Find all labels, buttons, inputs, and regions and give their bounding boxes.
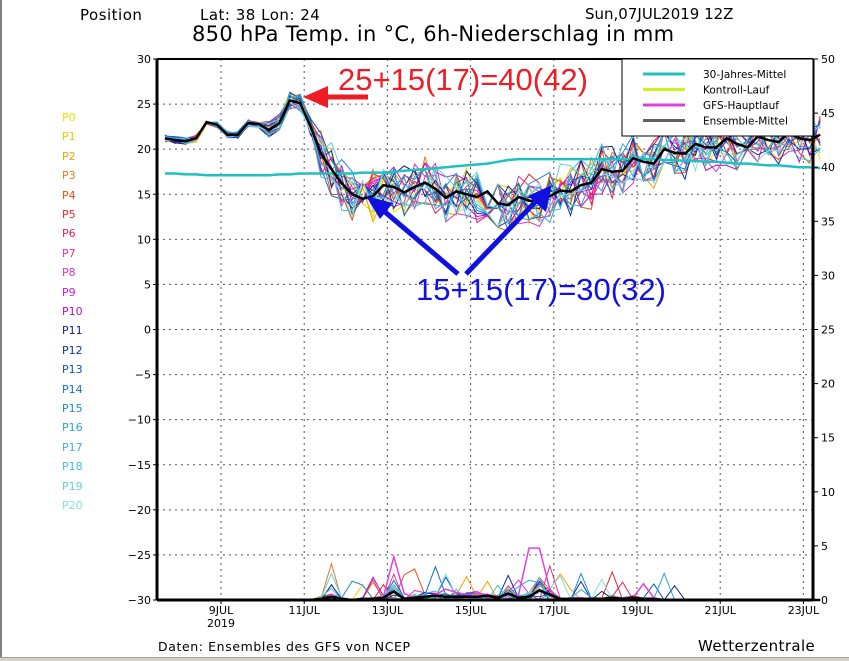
ensemble-member-line <box>164 106 821 223</box>
y-right-tick-label: 40 <box>821 161 835 174</box>
y-left-tick-label: 15 <box>137 188 151 201</box>
y-left-tick-label: −15 <box>128 459 151 472</box>
member-label: P1 <box>62 130 76 144</box>
y-right-tick-label: 25 <box>821 324 835 337</box>
y-right-tick-label: 45 <box>821 107 835 120</box>
position-label: Position <box>80 6 143 24</box>
blue-arrow-right-shaft <box>464 195 542 276</box>
member-label: P9 <box>62 285 76 299</box>
y-left-tick-label: −20 <box>128 504 151 517</box>
member-label: P17 <box>62 440 83 454</box>
member-label: P12 <box>62 343 83 357</box>
window-bottom-border <box>0 657 849 661</box>
legend-label: Kontroll-Lauf <box>703 85 770 97</box>
member-label: P10 <box>62 305 83 318</box>
y-left-tick-label: 5 <box>144 278 151 291</box>
window-edge <box>0 0 2 660</box>
main-series <box>164 99 821 602</box>
member-label: P3 <box>62 169 76 183</box>
member-label: P15 <box>62 402 83 415</box>
axes: 302520151050−5−10−15−20−25−3050454035302… <box>128 53 835 630</box>
annotation-red: 25+15(17)=40(42) <box>338 62 588 97</box>
member-label: P14 <box>62 382 83 396</box>
member-label: P0 <box>62 111 76 124</box>
grid <box>157 59 813 600</box>
legend: 30-Jahres-Mittel Kontroll-Lauf GFS-Hauptla… <box>621 58 814 137</box>
ensemble-mean-line <box>164 99 821 207</box>
y-right-tick-label: 0 <box>821 594 828 607</box>
climate-mean-line <box>165 157 821 177</box>
y-left-tick-label: −30 <box>128 594 151 607</box>
y-right-tick-label: 50 <box>821 53 835 66</box>
legend-box <box>621 58 814 137</box>
blue-arrow-left-shaft <box>376 204 460 276</box>
x-tick-label: 17JUL <box>538 604 570 617</box>
blue-arrow-left-head <box>366 196 393 219</box>
chart-title: 850 hPa Temp. in °C, 6h-Niederschlag in … <box>192 22 675 46</box>
y-left-tick-label: 10 <box>137 233 151 246</box>
member-label: P5 <box>62 208 76 221</box>
ensemble-member-precip <box>165 561 821 601</box>
x-tick-label: 13JUL <box>372 604 404 617</box>
y-right-tick-label: 5 <box>821 540 828 553</box>
member-label: P4 <box>62 188 76 202</box>
x-tick-year: 2019 <box>207 617 235 630</box>
y-left-tick-label: 0 <box>144 324 151 337</box>
x-tick-label: 21JUL <box>704 604 736 617</box>
member-label: P19 <box>62 479 83 493</box>
y-right-tick-label: 20 <box>821 378 835 391</box>
x-tick-label: 11JUL <box>288 604 320 617</box>
y-left-tick-label: 25 <box>137 98 151 111</box>
y-right-tick-label: 30 <box>821 269 835 282</box>
member-label: P20 <box>62 499 83 512</box>
y-right-tick-label: 10 <box>821 486 835 499</box>
annotation-blue: 15+15(17)=30(32) <box>416 272 666 307</box>
x-tick-label: 9JUL <box>209 604 234 617</box>
y-right-tick-label: 35 <box>821 215 835 228</box>
x-tick-label: 19JUL <box>621 604 653 617</box>
y-left-tick-label: 30 <box>137 53 151 66</box>
red-arrow-head <box>303 86 328 108</box>
legend-label: 30-Jahres-Mittel <box>703 69 786 81</box>
y-left-tick-label: 20 <box>137 143 151 156</box>
member-label: P16 <box>62 421 83 435</box>
blue-arrow-right-head <box>528 185 552 212</box>
data-source: Daten: Ensembles des GFS von NCEP <box>158 639 411 654</box>
member-label: P7 <box>62 246 76 260</box>
brand-label: Wetterzentrale <box>698 637 816 655</box>
x-tick-label: 15JUL <box>455 604 487 617</box>
legend-label: GFS-Hauptlauf <box>703 100 779 112</box>
member-label: P2 <box>62 149 76 163</box>
ensemble-member-line <box>164 92 821 215</box>
member-label: P11 <box>62 324 83 338</box>
annotations: 25+15(17)=40(42) 15+15(17)=30(32) <box>303 62 666 307</box>
x-tick-label: 23JUL <box>788 604 820 617</box>
member-label: P18 <box>62 460 83 474</box>
member-label: P13 <box>62 363 83 377</box>
position-coords: Lat: 38 Lon: 24 <box>200 6 321 24</box>
legend-label: Ensemble-Mittel <box>703 116 788 128</box>
member-label: P8 <box>62 266 76 280</box>
precip-lines <box>165 561 821 602</box>
y-left-tick-label: −25 <box>128 549 151 562</box>
member-label: P6 <box>62 227 76 241</box>
run-date: Sun,07JUL2019 12Z <box>585 5 734 23</box>
y-left-tick-label: −5 <box>135 369 151 382</box>
y-right-tick-label: 15 <box>821 432 835 445</box>
y-left-tick-label: −10 <box>128 414 151 427</box>
